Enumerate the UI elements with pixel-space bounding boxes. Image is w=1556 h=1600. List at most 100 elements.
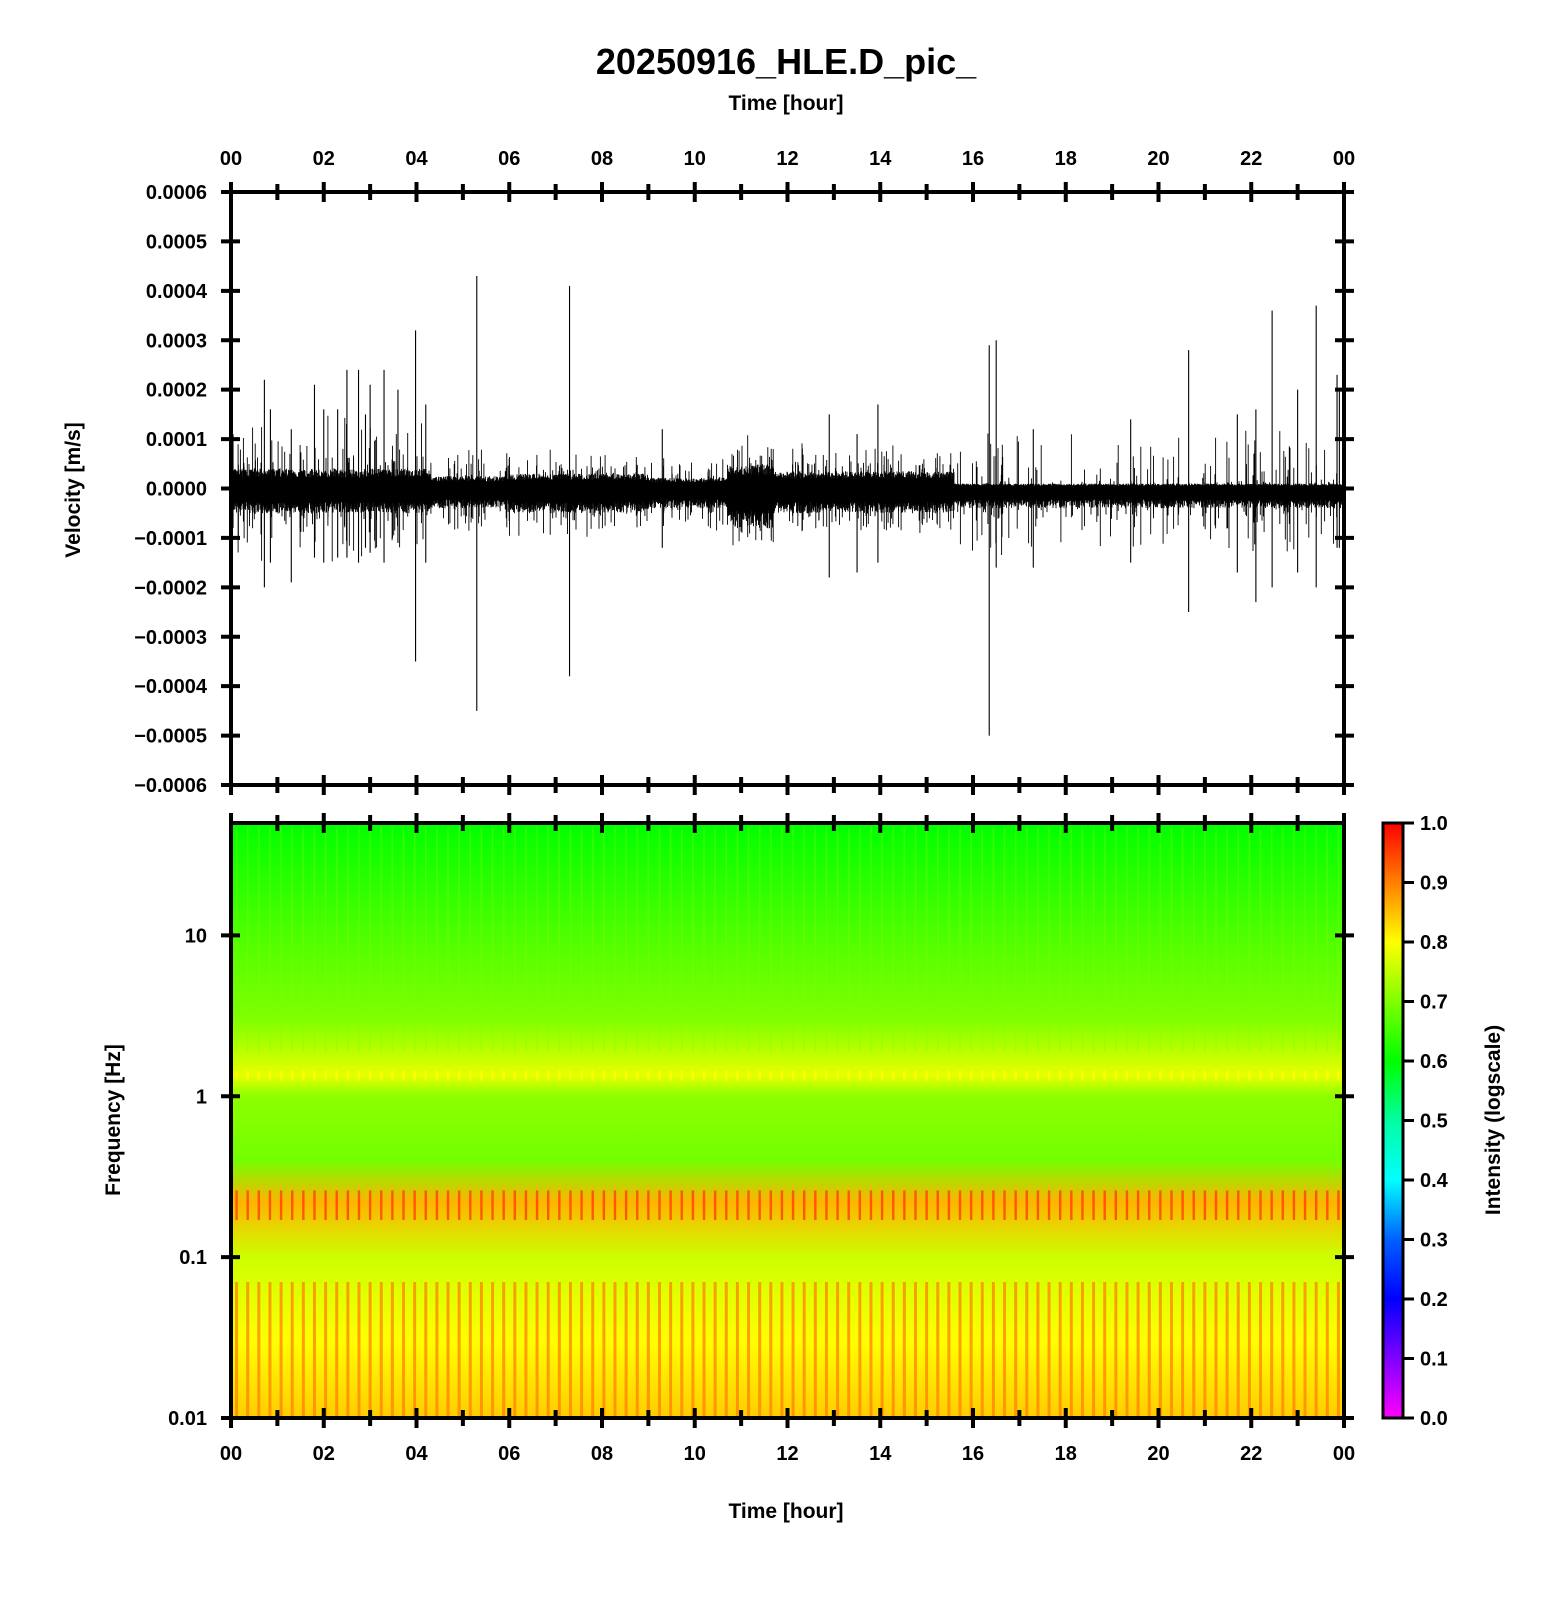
spectrogram-column-band — [235, 1190, 238, 1221]
spectrogram-column-mid — [702, 1070, 706, 1081]
waveform-x-tick-label: 06 — [498, 148, 520, 170]
spectrogram-column-mid — [947, 1070, 951, 1081]
spectrogram-column-high — [235, 827, 238, 1052]
spectrogram-column-high — [1170, 827, 1173, 1052]
waveform-x-tick-label: 20 — [1147, 148, 1169, 170]
spectrogram-column-high — [692, 827, 694, 1052]
spectrogram-column-high — [1304, 827, 1306, 1052]
colorbar-tick-label: 0.8 — [1420, 932, 1448, 954]
spectrogram-y-tick-label: 1 — [196, 1086, 207, 1108]
spectrogram-column-high — [424, 827, 427, 1052]
spectrogram-column-band — [869, 1190, 873, 1221]
spectrogram-column-low — [1169, 1282, 1173, 1417]
spectrogram-column-low — [1003, 1282, 1007, 1417]
spectrogram-column-mid — [1181, 1070, 1184, 1081]
spectrogram-x-tick-label: 22 — [1240, 1443, 1262, 1465]
spectrogram-column-low — [1125, 1282, 1129, 1417]
spectrogram-column-low — [635, 1282, 639, 1417]
spectrogram-column-mid — [580, 1070, 583, 1081]
spectrogram-column-mid — [268, 1070, 272, 1081]
spectrogram-column-low — [669, 1282, 673, 1417]
spectrogram-column-high — [1048, 827, 1050, 1052]
spectrogram-column-low — [257, 1282, 261, 1417]
spectrogram-x-tick-label: 12 — [776, 1443, 798, 1465]
waveform-y-tick-label: −0.0001 — [134, 528, 207, 550]
spectrogram-column-mid — [602, 1070, 606, 1081]
spectrogram-column-band — [791, 1190, 795, 1221]
spectrogram-column-low — [368, 1282, 372, 1417]
spectrogram-column-band — [981, 1190, 984, 1221]
colorbar-label: Intensity (logscale) — [1482, 1025, 1505, 1215]
waveform-x-tick-label: 16 — [962, 148, 984, 170]
spectrogram-column-high — [603, 827, 605, 1052]
waveform-x-tick-label: 08 — [591, 148, 613, 170]
spectrogram-column-high — [491, 827, 494, 1052]
spectrogram-column-mid — [1081, 1070, 1084, 1081]
spectrogram-column-high — [758, 827, 761, 1052]
spectrogram-column-low — [847, 1282, 851, 1417]
spectrogram-column-mid — [424, 1070, 427, 1081]
spectrogram-column-mid — [335, 1070, 338, 1081]
spectrogram-column-high — [625, 827, 627, 1052]
spectrogram-column-mid — [547, 1070, 550, 1081]
spectrogram-column-band — [858, 1190, 862, 1221]
spectrogram-image — [231, 823, 1344, 1418]
spectrogram-column-low — [457, 1282, 461, 1417]
spectrogram-column-low — [557, 1282, 561, 1417]
spectrogram-column-band — [658, 1190, 661, 1221]
spectrogram-column-band — [1303, 1190, 1307, 1221]
spectrogram-column-low — [646, 1282, 650, 1417]
spectrogram-column-high — [547, 827, 550, 1052]
spectrogram-column-band — [1103, 1190, 1106, 1221]
spectrogram-column-low — [1292, 1282, 1296, 1417]
spectrogram-column-high — [1248, 827, 1251, 1052]
spectrogram-column-band — [947, 1190, 951, 1221]
spectrogram-column-high — [280, 827, 282, 1052]
spectrogram-column-band — [624, 1190, 628, 1221]
spectrogram-column-high — [291, 827, 294, 1052]
spectrogram-column-high — [525, 827, 527, 1052]
spectrogram-column-low — [502, 1282, 506, 1417]
spectrogram-column-mid — [802, 1070, 806, 1081]
spectrogram-column-band — [725, 1190, 728, 1221]
spectrogram-column-mid — [291, 1070, 294, 1081]
spectrogram-column-band — [391, 1190, 394, 1221]
spectrogram-column-high — [1226, 827, 1228, 1052]
spectrogram-column-band — [613, 1190, 617, 1221]
spectrogram-column-mid — [457, 1070, 461, 1081]
spectrogram-x-tick-label: 00 — [1333, 1443, 1355, 1465]
spectrogram-column-high — [925, 827, 928, 1052]
spectrogram-column-high — [413, 827, 416, 1052]
spectrogram-x-tick-label: 20 — [1147, 1443, 1169, 1465]
spectrogram-column-high — [258, 827, 260, 1052]
spectrogram-column-low — [891, 1282, 895, 1417]
spectrogram-column-band — [1148, 1190, 1151, 1221]
spectrogram-column-low — [1080, 1282, 1084, 1417]
spectrogram-column-low — [1259, 1282, 1263, 1417]
spectrogram-column-high — [335, 827, 338, 1052]
spectrogram-column-mid — [814, 1070, 817, 1081]
spectrogram-column-band — [1259, 1190, 1262, 1221]
waveform-noise-band — [231, 449, 1343, 546]
spectrogram-column-high — [1337, 827, 1340, 1052]
spectrogram-column-low — [279, 1282, 283, 1417]
spectrogram-column-band — [368, 1190, 372, 1221]
spectrogram-column-band — [847, 1190, 850, 1221]
spectrogram-y-tick-label: 10 — [185, 925, 207, 947]
spectrogram-column-high — [1025, 827, 1028, 1052]
waveform-y-tick-label: −0.0006 — [134, 775, 207, 797]
spectrogram-column-mid — [758, 1070, 761, 1081]
waveform-y-tick-label: 0.0003 — [146, 330, 207, 352]
spectrogram-column-low — [902, 1282, 906, 1417]
spectrogram-column-high — [391, 827, 394, 1052]
spectrogram-column-low — [446, 1282, 450, 1417]
spectrogram-column-low — [747, 1282, 751, 1417]
spectrogram-column-band — [769, 1190, 773, 1221]
spectrogram-column-low — [1336, 1282, 1340, 1417]
spectrogram-panel: 10 1 0.1 0.01 00 02 04 06 08 10 12 14 16 18 20 22 00 Fr… — [102, 813, 1355, 1523]
spectrogram-column-mid — [936, 1070, 939, 1081]
spectrogram-column-high — [714, 827, 716, 1052]
spectrogram-column-band — [291, 1190, 294, 1221]
spectrogram-column-low — [1014, 1282, 1018, 1417]
spectrogram-column-band — [457, 1190, 461, 1221]
